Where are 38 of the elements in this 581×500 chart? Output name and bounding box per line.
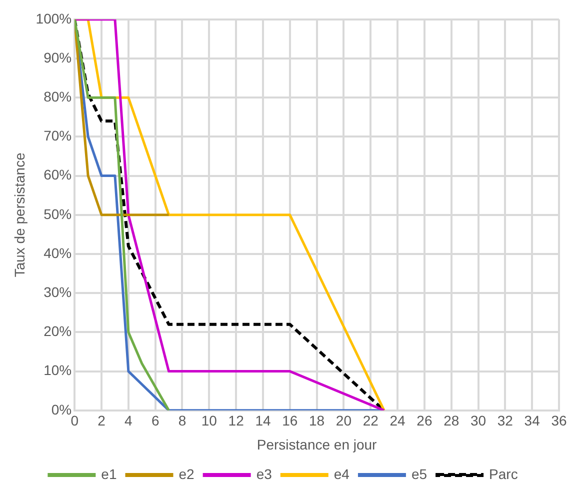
y-tick-label: 80% (44, 88, 72, 104)
x-tick-label: 16 (282, 412, 298, 429)
x-tick-label: 32 (497, 412, 514, 429)
y-tick-label: 30% (44, 284, 72, 300)
x-tick-label: 18 (309, 412, 325, 429)
y-tick-label: 100% (36, 10, 72, 26)
legend-label: Parc (489, 466, 518, 482)
legend-label: e4 (334, 466, 350, 482)
legend-label: e5 (411, 466, 428, 482)
y-tick-label: 10% (44, 362, 72, 378)
x-tick-label: 8 (178, 412, 186, 429)
legend-label: e2 (178, 466, 195, 482)
x-tick-label: 26 (416, 412, 432, 429)
y-tick-label: 0% (51, 401, 72, 418)
legend-label: e3 (256, 466, 272, 482)
x-tick-label: 30 (470, 412, 486, 429)
x-tick-label: 14 (255, 412, 271, 429)
x-tick-label: 0 (70, 412, 79, 429)
y-tick-label: 40% (44, 244, 72, 261)
x-axis-title: Persistance en jour (256, 436, 378, 452)
x-tick-label: 24 (390, 412, 406, 429)
x-tick-label: 6 (151, 412, 160, 429)
x-tick-label: 20 (336, 412, 352, 429)
y-tick-label: 70% (44, 128, 72, 144)
y-tick-label: 50% (44, 206, 72, 222)
legend-label: e1 (101, 466, 117, 482)
x-tick-label: 36 (551, 412, 567, 429)
x-tick-label: 12 (228, 412, 244, 429)
x-tick-label: 2 (98, 412, 106, 429)
x-tick-label: 22 (362, 412, 379, 429)
x-tick-label: 4 (124, 412, 133, 429)
y-tick-label: 60% (44, 166, 72, 183)
x-tick-label: 28 (444, 412, 460, 429)
x-tick-label: 10 (201, 412, 218, 429)
y-axis-title: Taux de persistance (11, 152, 28, 278)
y-tick-label: 90% (44, 49, 72, 66)
x-tick-label: 34 (524, 412, 540, 429)
y-tick-label: 20% (44, 323, 72, 340)
